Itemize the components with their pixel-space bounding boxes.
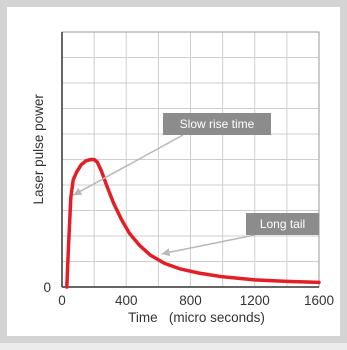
callout-box (163, 113, 271, 135)
x-tick-label: 1600 (304, 293, 334, 308)
chart-svg: 0 400 800 1200 1600 0 Slow rise time Long tail… (31, 31, 334, 325)
x-tick-label: 400 (115, 293, 138, 308)
callout-arrow (72, 134, 184, 196)
x-tick-label: 1200 (240, 293, 270, 308)
series-layer (65, 157, 321, 289)
callout-arrowhead (73, 187, 83, 196)
callout-label: Long tail (260, 217, 305, 231)
y-tick-label: 0 (43, 280, 51, 295)
axes (61, 31, 320, 288)
callout-arrowhead (161, 248, 171, 257)
callout-label: Slow rise time (180, 117, 255, 131)
tick-labels: 0 400 800 1200 1600 0 (43, 280, 334, 308)
series-line-0 (65, 157, 321, 289)
x-tick-label: 800 (179, 293, 202, 308)
grid (62, 32, 319, 287)
x-axis-title: Time (micro seconds) (128, 310, 265, 325)
callouts: Slow rise time Long tail (72, 113, 319, 257)
x-tick-label: 0 (58, 293, 66, 308)
callout-arrow (161, 234, 256, 255)
callout-box (246, 213, 319, 235)
y-axis-title: Laser pulse power (31, 94, 46, 205)
